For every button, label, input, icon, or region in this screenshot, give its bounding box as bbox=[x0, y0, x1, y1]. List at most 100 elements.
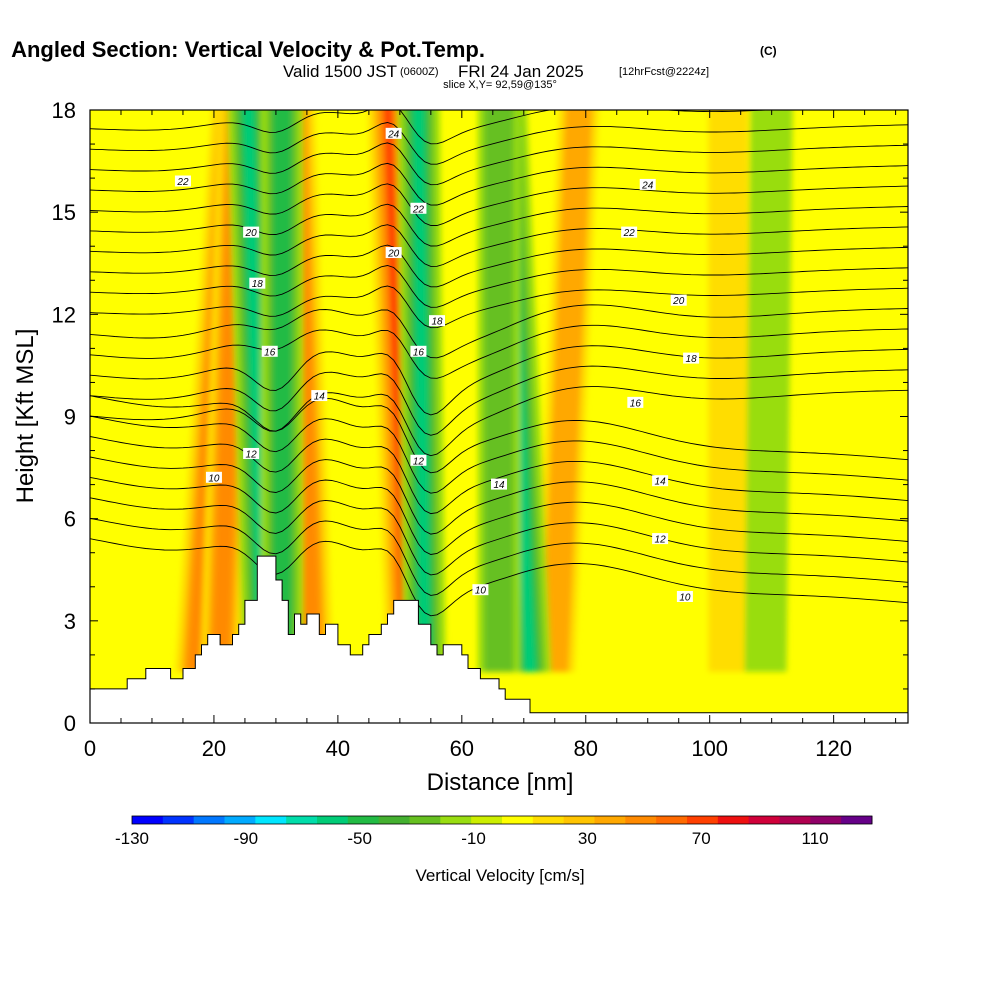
isentrope-label: 10 bbox=[208, 473, 220, 484]
downdraft-band-5-layer-0 bbox=[744, 110, 793, 672]
isentrope-line-12 bbox=[90, 304, 908, 359]
isentrope-line-0 bbox=[90, 538, 908, 617]
colorbar-tick-label: 30 bbox=[578, 829, 597, 848]
title-unit: (C) bbox=[760, 44, 777, 58]
colorbar-label: Vertical Velocity [cm/s] bbox=[415, 866, 584, 885]
isentrope-label-bg bbox=[410, 345, 427, 357]
isentrope-label-bg bbox=[491, 478, 507, 490]
x-tick-label: 20 bbox=[202, 736, 226, 761]
isentrope-label-bg bbox=[249, 277, 266, 289]
isentrope-label-bg bbox=[410, 202, 427, 214]
colorbar-swatch bbox=[687, 816, 719, 824]
isentrope-label: 24 bbox=[641, 180, 654, 191]
colorbar-swatch bbox=[317, 816, 349, 824]
colorbar-swatch bbox=[347, 816, 380, 824]
isentrope-label: 20 bbox=[245, 228, 258, 239]
isentrope-label: 22 bbox=[623, 228, 636, 239]
isentrope-label-bg bbox=[652, 533, 669, 545]
isentrope-label: 22 bbox=[176, 177, 189, 188]
terrain bbox=[90, 555, 908, 723]
isentrope-line-10 bbox=[90, 345, 908, 416]
y-axis: 0 3 6 9 12 15 18 bbox=[52, 98, 908, 736]
y-tick-label: 9 bbox=[64, 405, 76, 430]
isentrope-line-22 bbox=[90, 110, 775, 145]
y-tick-label: 0 bbox=[64, 711, 76, 736]
isentrope-line-20 bbox=[90, 142, 908, 186]
colorbar-swatch bbox=[378, 816, 410, 824]
isentrope-label: 16 bbox=[413, 347, 425, 358]
colorbar-tick-label: -10 bbox=[461, 829, 486, 848]
isentrope-label: 18 bbox=[252, 279, 264, 290]
isentrope-line-2 bbox=[90, 497, 908, 576]
colorbar-swatch bbox=[132, 816, 164, 824]
isentrope-label: 12 bbox=[413, 456, 425, 467]
isentrope-label-bg bbox=[311, 390, 328, 402]
x-axis: 0 20 40 60 80 100 120 bbox=[84, 110, 897, 761]
valid-zulu: (0600Z) bbox=[400, 66, 439, 78]
isentropes bbox=[90, 110, 908, 617]
colorbar-swatch bbox=[162, 816, 195, 824]
colorbar-swatch bbox=[779, 816, 811, 824]
valid-time: Valid 1500 JST bbox=[283, 62, 397, 81]
colorbar-swatch bbox=[563, 816, 595, 824]
colorbar-tick-label: 110 bbox=[802, 829, 829, 848]
y-tick-label: 18 bbox=[52, 98, 76, 123]
isentrope-label: 12 bbox=[655, 535, 667, 546]
colorbar-swatch bbox=[594, 816, 626, 824]
isentrope-label: 12 bbox=[246, 449, 258, 460]
isentrope-label-bg bbox=[243, 226, 260, 238]
colorbar-swatch bbox=[502, 816, 534, 824]
colorbar-swatch bbox=[532, 816, 565, 824]
colorbar-frame bbox=[131, 815, 873, 825]
x-axis-label: Distance [nm] bbox=[427, 769, 574, 796]
isentrope-line-1 bbox=[90, 517, 908, 596]
isentrope-line-4 bbox=[90, 456, 908, 535]
x-tick-label: 0 bbox=[84, 736, 96, 761]
isentrope-label-bg bbox=[652, 475, 669, 487]
isentrope-label: 14 bbox=[655, 477, 667, 488]
isentrope-label-bg bbox=[670, 294, 687, 306]
isentrope-label: 16 bbox=[630, 398, 642, 409]
colorbar: -130 -90 -50 -10 30 70 110 bbox=[115, 815, 873, 848]
colorbar-tick-label: -50 bbox=[347, 829, 372, 848]
updraft-band-5-layer-0 bbox=[708, 110, 749, 672]
isentrope-label: 18 bbox=[686, 354, 698, 365]
colorbar-swatch bbox=[440, 816, 472, 824]
isentrope-line-9 bbox=[90, 365, 908, 436]
isentrope-line-6 bbox=[90, 415, 908, 494]
colorbar-swatch bbox=[409, 816, 441, 824]
isentrope-label-bg bbox=[621, 226, 638, 238]
slice-info: slice X,Y= 92,59@135° bbox=[443, 79, 557, 91]
colorbar-swatch bbox=[841, 816, 873, 824]
y-axis-label: Height [Kft MSL] bbox=[12, 329, 39, 504]
isentrope-line-15 bbox=[90, 244, 908, 288]
colorbar-tick-label: 70 bbox=[692, 829, 711, 848]
isentrope-line-11 bbox=[90, 324, 908, 379]
downdraft-band-4-layer-1 bbox=[484, 110, 514, 672]
isentrope-label-bg bbox=[627, 396, 644, 408]
colorbar-swatch bbox=[255, 816, 287, 824]
colorbar-swatch bbox=[286, 816, 318, 824]
chart-title: Angled Section: Vertical Velocity & Pot.… bbox=[11, 37, 485, 62]
x-tick-label: 80 bbox=[574, 736, 598, 761]
isentrope-label-bg bbox=[243, 447, 260, 459]
y-tick-label: 6 bbox=[64, 507, 76, 532]
isentrope-label-bg bbox=[385, 127, 402, 139]
isentrope-label-bg bbox=[429, 315, 446, 327]
isentrope-line-16 bbox=[90, 224, 908, 267]
isentrope-label: 14 bbox=[493, 480, 505, 491]
isentrope-labels: 22 24 24 20 22 22 20 18 20 18 16 16 18 14 16 12 12 14 14 10… bbox=[174, 127, 700, 603]
isentrope-label-bg bbox=[683, 352, 700, 364]
isentrope-line-7 bbox=[90, 395, 908, 474]
isentrope-label: 16 bbox=[264, 347, 276, 358]
colorbar-swatch bbox=[625, 816, 657, 824]
isentrope-label-bg bbox=[410, 454, 427, 466]
isentrope-line-21 bbox=[90, 122, 908, 165]
downdraft-band-1-layer-2 bbox=[272, 110, 293, 672]
colorbar-swatch bbox=[717, 816, 750, 824]
colorbar-swatch bbox=[193, 816, 225, 824]
x-tick-label: 120 bbox=[815, 736, 852, 761]
isentrope-line-8 bbox=[90, 386, 908, 457]
